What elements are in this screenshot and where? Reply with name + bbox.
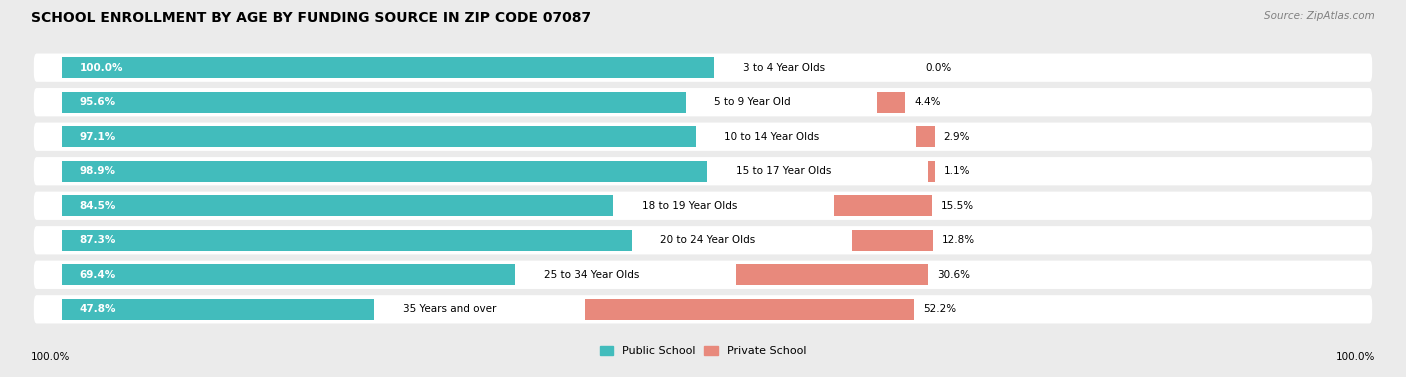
Bar bbox=[62, 57, 714, 78]
FancyBboxPatch shape bbox=[34, 226, 1372, 254]
Text: 69.4%: 69.4% bbox=[80, 270, 115, 280]
Text: Source: ZipAtlas.com: Source: ZipAtlas.com bbox=[1264, 11, 1375, 21]
Text: 47.8%: 47.8% bbox=[80, 304, 117, 314]
Text: 100.0%: 100.0% bbox=[1336, 352, 1375, 362]
Text: 97.1%: 97.1% bbox=[80, 132, 115, 142]
Text: 18 to 19 Year Olds: 18 to 19 Year Olds bbox=[643, 201, 737, 211]
FancyBboxPatch shape bbox=[34, 192, 1372, 220]
Text: 3 to 4 Year Olds: 3 to 4 Year Olds bbox=[742, 63, 825, 73]
FancyBboxPatch shape bbox=[34, 157, 1372, 185]
Bar bbox=[62, 299, 374, 320]
Bar bbox=[585, 299, 914, 320]
Text: 4.4%: 4.4% bbox=[914, 97, 941, 107]
Text: 84.5%: 84.5% bbox=[80, 201, 115, 211]
Text: 98.9%: 98.9% bbox=[80, 166, 115, 176]
FancyBboxPatch shape bbox=[34, 123, 1372, 151]
Bar bbox=[62, 92, 686, 113]
Bar bbox=[62, 161, 707, 182]
Text: 100.0%: 100.0% bbox=[80, 63, 124, 73]
FancyBboxPatch shape bbox=[34, 295, 1372, 323]
Bar bbox=[852, 230, 934, 251]
Text: 52.2%: 52.2% bbox=[922, 304, 956, 314]
Legend: Public School, Private School: Public School, Private School bbox=[595, 341, 811, 360]
Bar bbox=[62, 264, 515, 285]
Bar bbox=[735, 264, 928, 285]
Bar bbox=[834, 195, 932, 216]
Text: 100.0%: 100.0% bbox=[31, 352, 70, 362]
Bar bbox=[877, 92, 905, 113]
Text: 20 to 24 Year Olds: 20 to 24 Year Olds bbox=[661, 235, 755, 245]
Text: 95.6%: 95.6% bbox=[80, 97, 115, 107]
Text: 12.8%: 12.8% bbox=[942, 235, 976, 245]
Text: 2.9%: 2.9% bbox=[943, 132, 970, 142]
Text: 87.3%: 87.3% bbox=[80, 235, 115, 245]
Bar bbox=[928, 161, 935, 182]
Text: 15 to 17 Year Olds: 15 to 17 Year Olds bbox=[735, 166, 831, 176]
Text: 0.0%: 0.0% bbox=[925, 63, 952, 73]
Bar bbox=[62, 126, 696, 147]
Bar bbox=[917, 126, 935, 147]
Text: 15.5%: 15.5% bbox=[941, 201, 974, 211]
Text: 5 to 9 Year Old: 5 to 9 Year Old bbox=[714, 97, 792, 107]
Text: 25 to 34 Year Olds: 25 to 34 Year Olds bbox=[544, 270, 638, 280]
FancyBboxPatch shape bbox=[34, 88, 1372, 116]
Text: 30.6%: 30.6% bbox=[938, 270, 970, 280]
Bar bbox=[62, 195, 613, 216]
Text: 1.1%: 1.1% bbox=[943, 166, 970, 176]
FancyBboxPatch shape bbox=[34, 54, 1372, 82]
FancyBboxPatch shape bbox=[34, 261, 1372, 289]
Text: SCHOOL ENROLLMENT BY AGE BY FUNDING SOURCE IN ZIP CODE 07087: SCHOOL ENROLLMENT BY AGE BY FUNDING SOUR… bbox=[31, 11, 591, 25]
Text: 35 Years and over: 35 Years and over bbox=[402, 304, 496, 314]
Text: 10 to 14 Year Olds: 10 to 14 Year Olds bbox=[724, 132, 820, 142]
Bar bbox=[62, 230, 631, 251]
